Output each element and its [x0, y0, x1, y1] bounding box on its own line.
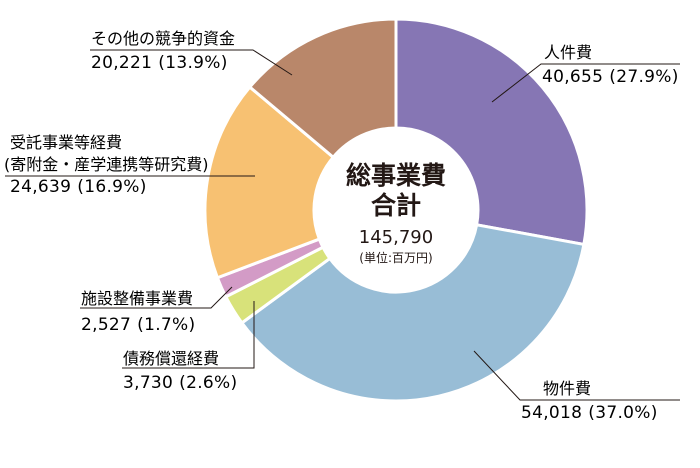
- center-title-line1: 総事業費: [346, 161, 446, 190]
- center-unit: (単位:百万円): [359, 250, 432, 265]
- leader-debt: [122, 301, 255, 369]
- label-value-other: 20,221 (13.9%): [91, 53, 228, 73]
- slice-goods: [240, 223, 586, 403]
- label-value-contract: 24,639 (16.9%): [10, 177, 147, 197]
- label-name-debt: 債務償還経費: [123, 349, 219, 368]
- label-value-debt: 3,730 (2.6%): [123, 373, 237, 393]
- label-value-goods: 54,018 (37.0%): [521, 403, 658, 423]
- donut-slices: [203, 17, 589, 403]
- label-name-goods: 物件費: [543, 379, 591, 398]
- leader-goods: [473, 350, 680, 401]
- slice-contract: [203, 85, 335, 280]
- slice-other: [248, 17, 398, 159]
- center-title-line2: 合計: [371, 191, 421, 220]
- leader-other: [90, 49, 293, 76]
- slice-personnel: [394, 17, 589, 246]
- leader-lines: [5, 49, 680, 401]
- leader-personnel: [491, 63, 680, 103]
- label-value-personnel: 40,655 (27.9%): [542, 67, 679, 87]
- label-value-facility: 2,527 (1.7%): [81, 315, 195, 335]
- label-name-personnel: 人件費: [544, 43, 592, 62]
- label-name-contract: 受託事業等経費: [10, 133, 122, 152]
- label-name-contract-line2: (寄附金・産学連携等研究費): [4, 155, 209, 174]
- label-name-other: その他の競争的資金: [91, 29, 235, 48]
- label-name-facility: 施設整備事業費: [81, 289, 193, 308]
- leader-facility: [80, 286, 233, 309]
- center-total: 145,790: [359, 227, 433, 248]
